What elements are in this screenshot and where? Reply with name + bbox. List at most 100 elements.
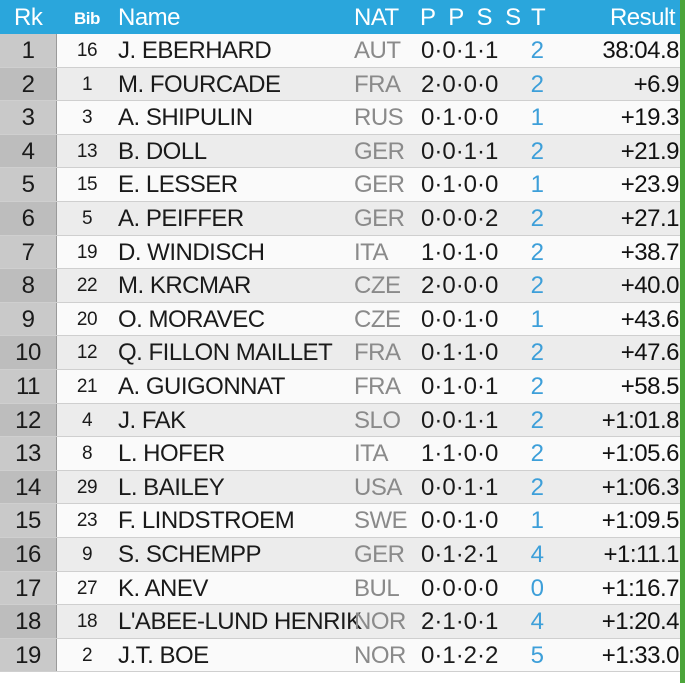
rank-cell: 2 <box>0 67 57 101</box>
total-misses: 2 <box>530 238 544 266</box>
table-row: 10 12 Q. FILLON MAILLET FRA 0·1·1·0 2 +47.6 <box>0 336 685 370</box>
table-row: 4 13 B. DOLL GER 0·0·1·1 2 +21.9 <box>0 134 685 169</box>
result-time: +1:33.0 <box>601 641 680 669</box>
result-time: +40.0 <box>620 272 680 300</box>
nation-code: GER <box>354 171 405 199</box>
result-time: +19.3 <box>620 104 680 132</box>
rank-cell: 1 <box>0 34 57 67</box>
athlete-name: J. FAK <box>118 406 186 434</box>
shooting-misses: 1·0·1·0 <box>421 238 499 266</box>
shooting-misses: 0·1·2·2 <box>421 641 499 669</box>
athlete-name: K. ANEV <box>118 574 208 602</box>
rank-cell: 15 <box>0 504 57 537</box>
result-time: +1:01.8 <box>601 406 680 434</box>
result-time: +27.1 <box>620 204 680 232</box>
total-misses: 2 <box>530 204 544 232</box>
bib-cell: 2 <box>81 644 93 666</box>
rank-cell: 6 <box>0 201 57 235</box>
table-row: 19 2 J.T. BOE NOR 0·1·2·2 5 +1:33.0 <box>0 638 685 673</box>
rank-cell: 8 <box>0 269 57 302</box>
table-row: 15 23 F. LINDSTROEM SWE 0·0·1·0 1 +1:09.5 <box>0 504 685 538</box>
nation-code: SLO <box>354 406 401 434</box>
shooting-misses: 0·1·0·0 <box>421 171 499 199</box>
bib-cell: 9 <box>81 543 93 565</box>
rank-cell: 12 <box>0 403 57 437</box>
nation-code: NOR <box>354 608 406 636</box>
table-row: 3 3 A. SHIPULIN RUS 0·1·0·0 1 +19.3 <box>0 101 685 135</box>
bib-cell: 20 <box>76 308 98 330</box>
total-misses: 1 <box>530 104 544 132</box>
nation-code: CZE <box>354 272 401 300</box>
result-time: +1:06.3 <box>601 473 680 501</box>
bib-cell: 27 <box>76 577 98 599</box>
total-misses: 2 <box>530 272 544 300</box>
nation-code: NOR <box>354 641 406 669</box>
nation-code: FRA <box>354 339 401 367</box>
results-header: Rk Bib Name NAT P P S S T Result <box>0 0 685 34</box>
table-row: 9 20 O. MORAVEC CZE 0·0·1·0 1 +43.6 <box>0 302 685 337</box>
athlete-name: M. FOURCADE <box>118 70 281 98</box>
nation-code: SWE <box>354 507 408 535</box>
total-misses: 2 <box>530 37 544 64</box>
accent-bar <box>680 0 685 683</box>
rank-cell: 11 <box>0 369 57 403</box>
athlete-name: D. WINDISCH <box>118 238 265 266</box>
result-time: +1:16.7 <box>601 574 680 602</box>
bib-cell: 4 <box>81 409 93 431</box>
rank-cell: 7 <box>0 235 57 269</box>
table-row: 11 21 A. GUIGONNAT FRA 0·1·0·1 2 +58.5 <box>0 369 685 404</box>
result-time: +1:09.5 <box>601 507 680 535</box>
athlete-name: S. SCHEMPP <box>118 540 262 568</box>
header-total: T <box>531 4 546 31</box>
athlete-name: Q. FILLON MAILLET <box>118 339 333 367</box>
shooting-misses: 0·0·1·1 <box>421 406 499 434</box>
total-misses: 5 <box>530 641 544 669</box>
bib-cell: 29 <box>76 476 98 498</box>
total-misses: 2 <box>530 339 544 367</box>
athlete-name: A. GUIGONNAT <box>118 372 285 400</box>
header-nat: NAT <box>354 4 399 31</box>
shooting-misses: 0·1·0·0 <box>421 104 499 132</box>
bib-cell: 3 <box>81 107 93 129</box>
athlete-name: L. HOFER <box>118 440 225 468</box>
nation-code: GER <box>354 204 405 232</box>
nation-code: USA <box>354 473 402 501</box>
bib-cell: 8 <box>81 443 93 465</box>
total-misses: 2 <box>530 473 544 501</box>
result-time: +1:20.4 <box>601 608 680 636</box>
rank-cell: 14 <box>0 470 57 504</box>
rank-cell: 4 <box>0 134 57 168</box>
shooting-misses: 0·0·0·0 <box>421 574 499 602</box>
table-row: 16 9 S. SCHEMPP GER 0·1·2·1 4 +1:11.1 <box>0 537 685 572</box>
nation-code: GER <box>354 137 405 165</box>
result-time: +23.9 <box>620 171 680 199</box>
total-misses: 0 <box>530 574 544 602</box>
rank-cell: 5 <box>0 168 57 201</box>
rank-cell: 17 <box>0 571 57 605</box>
athlete-name: F. LINDSTROEM <box>118 507 295 535</box>
bib-cell: 23 <box>76 510 98 532</box>
result-time: +1:05.6 <box>601 440 680 468</box>
bib-cell: 1 <box>81 73 93 95</box>
total-misses: 4 <box>530 608 544 636</box>
shooting-misses: 0·1·1·0 <box>421 339 499 367</box>
rank-cell: 16 <box>0 537 57 571</box>
header-rank: Rk <box>14 4 43 31</box>
nation-code: GER <box>354 540 405 568</box>
table-row: 12 4 J. FAK SLO 0·0·1·1 2 +1:01.8 <box>0 403 685 438</box>
table-row: 5 15 E. LESSER GER 0·1·0·0 1 +23.9 <box>0 168 685 202</box>
total-misses: 2 <box>530 70 544 98</box>
rank-cell: 13 <box>0 437 57 470</box>
bib-cell: 15 <box>76 174 98 196</box>
total-misses: 1 <box>530 305 544 333</box>
result-time: +21.9 <box>620 137 680 165</box>
table-row: 18 18 L'ABEE-LUND HENRIK NOR 2·1·0·1 4 +1:20.4 <box>0 605 685 639</box>
athlete-name: A. PEIFFER <box>118 204 244 232</box>
result-time: +1:11.1 <box>603 540 680 568</box>
total-misses: 2 <box>530 440 544 468</box>
total-misses: 1 <box>530 507 544 535</box>
header-name: Name <box>118 4 181 31</box>
shooting-misses: 0·0·1·1 <box>421 137 499 165</box>
nation-code: BUL <box>354 574 400 602</box>
total-misses: 2 <box>530 406 544 434</box>
